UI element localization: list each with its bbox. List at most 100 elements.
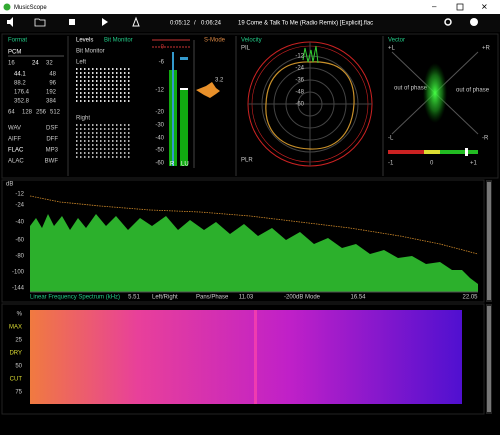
loudness-histogram	[196, 82, 220, 98]
open-button[interactable]	[34, 18, 46, 27]
side-label: 25	[15, 338, 22, 344]
ring-label: -36	[295, 78, 304, 84]
scroll-thumb[interactable]	[487, 182, 491, 300]
meter-peak	[172, 52, 174, 166]
bit-depth: 16	[8, 61, 15, 67]
vector-panel: Vector +L +R -L -R out of phase out of p…	[388, 38, 491, 167]
meter-tick: -6	[159, 60, 165, 66]
ring-label: -12	[295, 54, 304, 60]
meter-tick: 0	[161, 45, 165, 51]
panel-title: Vector	[388, 38, 405, 44]
close[interactable]: ✕	[481, 3, 488, 12]
window-title: MusicScope	[14, 5, 47, 11]
x-tick-label: 11.03	[239, 295, 254, 301]
x-tick-label: 16.54	[350, 295, 366, 301]
volume-button[interactable]	[7, 17, 13, 27]
mode: -200dB Mode	[284, 295, 321, 301]
stop-button[interactable]	[69, 19, 75, 25]
corr-tick: 0	[430, 161, 434, 167]
maximize[interactable]	[456, 3, 464, 11]
top-label: PIL	[241, 46, 251, 52]
minimize[interactable]: –	[432, 2, 437, 11]
spectrogram-line	[254, 310, 257, 404]
side-label: 75	[15, 390, 22, 396]
ring-labels: -12 -24 -36 -48 -60	[295, 54, 304, 108]
bit-depth: 32	[46, 61, 53, 67]
container: FLAC	[8, 148, 24, 154]
side-label: %	[17, 312, 23, 318]
dsd-rate: 256	[36, 110, 47, 116]
panel-title: Levels	[76, 38, 93, 44]
left-label: Left	[76, 60, 86, 66]
bit-monitor-right	[76, 124, 132, 158]
position: 0:05:12	[170, 21, 191, 27]
separator: /	[194, 21, 196, 27]
x-tick-label: 22.05	[462, 295, 478, 301]
corr-red	[388, 150, 424, 154]
meter-tick: -50	[155, 148, 164, 154]
y-tick-label: -24	[15, 203, 24, 209]
caption: Linear Frequency Spectrum (kHz)	[30, 295, 120, 301]
bottom-label: PLR	[241, 158, 253, 164]
sample-rate: 352.8	[14, 99, 30, 105]
spectrogram-panel	[1, 303, 492, 415]
stereo-spikes	[302, 45, 319, 64]
meter-mark	[180, 88, 188, 90]
info-button[interactable]	[470, 18, 478, 26]
y-tick-label: -80	[15, 254, 24, 260]
pcm-label: PCM	[8, 50, 21, 56]
stereo-panel: Velocity PIL PLR	[241, 38, 373, 167]
container: ALAC	[8, 159, 24, 165]
panel-title: Format	[8, 38, 27, 44]
spectrum-panel: dB Linear Frequency Spectrum (kHz) Left/…	[1, 179, 492, 303]
corner-label: +L	[388, 46, 396, 52]
spectrogram	[30, 310, 462, 404]
settings-button[interactable]	[444, 18, 452, 26]
app-icon	[3, 3, 11, 11]
side-label: 50	[15, 364, 22, 370]
toolbar	[0, 14, 500, 32]
corner-label: -R	[482, 136, 489, 142]
corr-tick: -1	[388, 161, 394, 167]
corner-label: +R	[482, 46, 491, 52]
format-panel: Format PCM 16 24 32 44.1 48 88.2 96 176.4 192 352…	[8, 38, 64, 165]
vector-cloud	[423, 63, 447, 123]
dsd-rate: 64	[8, 110, 15, 116]
y-tick-label: -40	[15, 220, 24, 226]
ring-label: -48	[295, 90, 304, 96]
container: AIFF	[8, 137, 21, 143]
sample-rate: 44.1	[14, 72, 26, 78]
play-button[interactable]	[102, 18, 108, 26]
mode: Left/Right	[152, 295, 178, 301]
ring-label: -24	[295, 66, 304, 72]
sample-rate: 384	[46, 99, 57, 105]
meter-label: R	[170, 162, 175, 168]
track-name: 19 Come & Talk To Me (Radio Remix) [Expl…	[238, 21, 373, 27]
scroll-thumb[interactable]	[487, 306, 491, 412]
phase-note: out of phase	[456, 88, 490, 94]
mode: Pans/Phase	[196, 295, 229, 301]
phase-note: out of phase	[394, 86, 428, 92]
meter-tick: -60	[155, 161, 164, 167]
corner-label: -L	[388, 136, 394, 142]
bit-monitor-left	[76, 68, 132, 102]
container: BWF	[45, 159, 59, 165]
dsd-rate: 128	[22, 110, 33, 116]
side-label: MAX	[9, 325, 22, 331]
readout: 3.2	[215, 78, 224, 84]
meter-tick: -12	[155, 88, 164, 94]
y-tick-label: -100	[12, 270, 25, 276]
title-bar	[0, 0, 500, 14]
ring-label: -60	[295, 102, 304, 108]
sample-rate: 176.4	[14, 90, 30, 96]
meter-peak-hold	[180, 57, 188, 60]
eject-button[interactable]	[132, 16, 140, 27]
sample-rate: 192	[46, 90, 57, 96]
unit: dB	[6, 182, 13, 188]
y-tick-label: -60	[15, 238, 24, 244]
side-label: CUT	[10, 377, 23, 383]
meter-tick: -20	[155, 110, 164, 116]
y-tick-label: -12	[15, 192, 24, 198]
side-label: DRY	[9, 351, 22, 357]
